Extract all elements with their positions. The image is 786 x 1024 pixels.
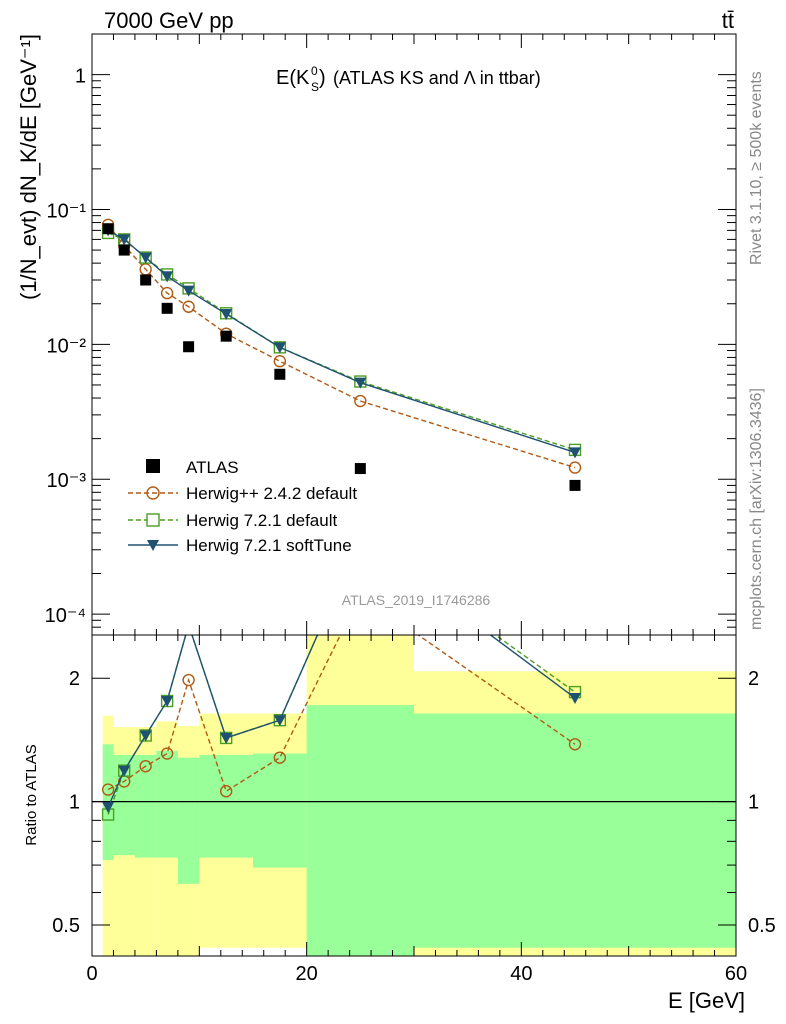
series-point-2 bbox=[569, 447, 581, 459]
series-point-2 bbox=[182, 285, 195, 297]
x-tick-label: 40 bbox=[510, 963, 532, 985]
series-point-0 bbox=[354, 394, 367, 408]
series-point-2 bbox=[220, 308, 233, 320]
ratio-y-tick-label-left: 1 bbox=[69, 792, 80, 814]
series-line-0 bbox=[107, 224, 576, 469]
ratio-y-tick-label-right: 0.5 bbox=[748, 915, 776, 937]
ratio-plot-area bbox=[92, 532, 736, 956]
legend-label-atlas: ATLAS bbox=[186, 458, 239, 477]
ratio-point-2 bbox=[139, 730, 152, 742]
ratio-band-1sigma bbox=[134, 754, 157, 858]
y-tick-label: 10⁻⁴ bbox=[45, 605, 86, 627]
series-point-0 bbox=[160, 286, 174, 300]
x-tick-label: 20 bbox=[296, 963, 318, 985]
title-superscript: 0 bbox=[311, 64, 318, 78]
atlas-data-point bbox=[140, 274, 152, 286]
atlas-data-point bbox=[274, 368, 286, 380]
atlas-data-point bbox=[183, 341, 195, 353]
series-point-0 bbox=[273, 355, 287, 368]
ratio-point-1 bbox=[355, 532, 366, 543]
ratio-y-tick-label-left: 0.5 bbox=[52, 915, 80, 937]
legend: ATLAS Herwig++ 2.4.2 default Herwig 7.2.… bbox=[128, 458, 357, 555]
energy-label: 7000 GeV pp bbox=[104, 8, 234, 33]
legend-label-herwig7-default: Herwig 7.2.1 default bbox=[186, 511, 337, 530]
analysis-id-label: ATLAS_2019_I1746286 bbox=[342, 592, 491, 608]
ratio-band-1sigma bbox=[156, 750, 178, 858]
legend-marker-herwigpp bbox=[146, 486, 160, 500]
process-label: tt̄ bbox=[722, 8, 734, 33]
ratio-point-0 bbox=[219, 785, 233, 798]
x-tick-label: 60 bbox=[725, 963, 747, 985]
series-point-2 bbox=[273, 342, 286, 354]
ratio-line-2 bbox=[107, 635, 576, 808]
y-tick-label: 10⁻¹ bbox=[47, 200, 87, 222]
series-point-2 bbox=[118, 234, 131, 246]
legend-label-herwig7-softtune: Herwig 7.2.1 softTune bbox=[186, 536, 352, 555]
ratio-point-0 bbox=[182, 673, 195, 687]
title-energy-symbol: E(K bbox=[276, 67, 310, 89]
atlas-data-point bbox=[569, 479, 581, 491]
ratio-y-tick-labels: 0.5 0.5 1 1 2 2 bbox=[52, 668, 776, 937]
ratio-point-1 bbox=[183, 619, 194, 630]
series-point-2 bbox=[354, 377, 367, 389]
legend-marker-atlas bbox=[146, 459, 160, 473]
ratio-point-2 bbox=[102, 802, 115, 814]
ratio-y-tick-label-right: 2 bbox=[748, 668, 759, 690]
ratio-band-1sigma bbox=[253, 753, 307, 868]
title-subscript: S bbox=[311, 80, 319, 94]
legend-label-herwigpp: Herwig++ 2.4.2 default bbox=[186, 484, 357, 503]
ratio-point-2 bbox=[161, 695, 174, 707]
series-point-2 bbox=[161, 271, 174, 283]
ratio-point-0 bbox=[568, 738, 582, 751]
series-line-2 bbox=[107, 229, 576, 454]
y-tick-label: 1 bbox=[75, 66, 86, 88]
series-line-1 bbox=[107, 232, 576, 451]
atlas-data-point bbox=[102, 223, 114, 235]
series-point-2 bbox=[139, 252, 152, 264]
ratio-axis-ticks bbox=[91, 635, 737, 956]
rivet-version-label: Rivet 3.1.10, ≥ 500k events bbox=[748, 71, 765, 265]
ratio-point-0 bbox=[101, 783, 115, 796]
x-tick-label: 0 bbox=[86, 963, 97, 985]
y-axis-label: (1/N_evt) dN_K/dE [GeV⁻¹] bbox=[16, 34, 41, 300]
main-y-tick-labels: 1 10⁻¹ 10⁻² 10⁻³ 10⁻⁴ bbox=[45, 66, 87, 628]
ratio-band-1sigma bbox=[414, 713, 736, 948]
ratio-y-tick-label-right: 1 bbox=[748, 792, 759, 814]
ratio-line-0 bbox=[107, 635, 576, 793]
atlas-data-point bbox=[118, 244, 130, 256]
ratio-band-1sigma bbox=[306, 705, 414, 956]
ratio-point-2 bbox=[354, 533, 366, 544]
ratio-point-0 bbox=[160, 747, 174, 760]
series-point-0 bbox=[568, 461, 582, 474]
atlas-data-point bbox=[354, 463, 366, 475]
plot-title: E(K 0 S ) (ATLAS KS and Λ in ttbar) bbox=[276, 64, 541, 94]
ratio-y-axis-label: Ratio to ATLAS bbox=[23, 744, 40, 845]
ratio-point-0 bbox=[273, 751, 287, 764]
main-axis-ticks bbox=[91, 33, 737, 636]
y-tick-label: 10⁻³ bbox=[47, 470, 87, 492]
x-tick-labels: 0 20 40 60 bbox=[86, 963, 747, 985]
legend-marker-herwig7-default bbox=[146, 513, 160, 527]
ratio-point-2 bbox=[220, 732, 233, 744]
ratio-point-2 bbox=[569, 692, 581, 704]
mcplots-reference-label: mcplots.cern.ch [arXiv:1306.3436] bbox=[748, 388, 765, 630]
ratio-point-0 bbox=[139, 760, 152, 773]
series-point-0 bbox=[182, 300, 195, 313]
y-tick-label: 10⁻² bbox=[47, 335, 87, 357]
legend-marker-herwig7-softtune bbox=[147, 540, 159, 551]
title-description: (ATLAS KS and Λ in ttbar) bbox=[333, 68, 541, 88]
ratio-point-2 bbox=[273, 715, 286, 727]
ratio-y-tick-label-left: 2 bbox=[69, 668, 80, 690]
main-plot-area bbox=[101, 218, 582, 491]
ratio-band-1sigma bbox=[177, 757, 200, 884]
x-axis-label: E [GeV] bbox=[668, 988, 745, 1013]
ratio-point-2 bbox=[118, 765, 131, 777]
ratio-point-2 bbox=[183, 620, 195, 631]
ratio-band-1sigma bbox=[199, 754, 253, 858]
atlas-data-point bbox=[161, 302, 173, 314]
atlas-data-point bbox=[220, 330, 232, 342]
title-close-paren: ) bbox=[319, 67, 326, 89]
